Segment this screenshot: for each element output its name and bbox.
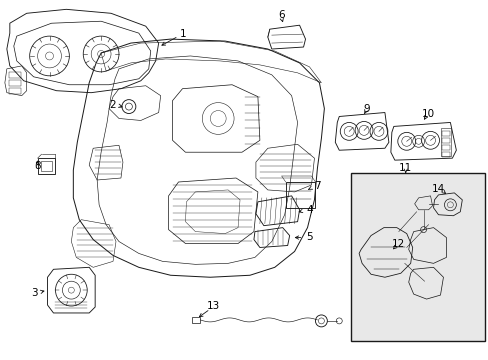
- Bar: [442, 145, 449, 150]
- Bar: [350, 173, 484, 341]
- Text: 14: 14: [431, 184, 444, 194]
- Text: 1: 1: [180, 29, 186, 39]
- Text: 6: 6: [278, 10, 285, 20]
- Bar: [38, 158, 55, 174]
- Text: 12: 12: [391, 239, 405, 248]
- Text: 10: 10: [421, 108, 434, 118]
- Bar: [441, 129, 450, 156]
- Text: 13: 13: [206, 301, 220, 311]
- Bar: [442, 138, 449, 143]
- Text: 9: 9: [363, 104, 369, 113]
- Text: 5: 5: [305, 231, 312, 242]
- Text: 3: 3: [31, 288, 38, 298]
- Bar: [285, 182, 315, 208]
- Bar: [442, 131, 449, 136]
- Bar: [442, 152, 449, 157]
- Text: 4: 4: [305, 205, 312, 215]
- Bar: [192, 317, 200, 323]
- Bar: [9, 80, 20, 86]
- Bar: [9, 88, 20, 94]
- Text: 8: 8: [34, 161, 41, 171]
- Text: 7: 7: [313, 181, 320, 191]
- Text: 2: 2: [109, 100, 116, 109]
- Bar: [41, 161, 52, 171]
- Text: 11: 11: [398, 163, 411, 173]
- Bar: [9, 72, 20, 78]
